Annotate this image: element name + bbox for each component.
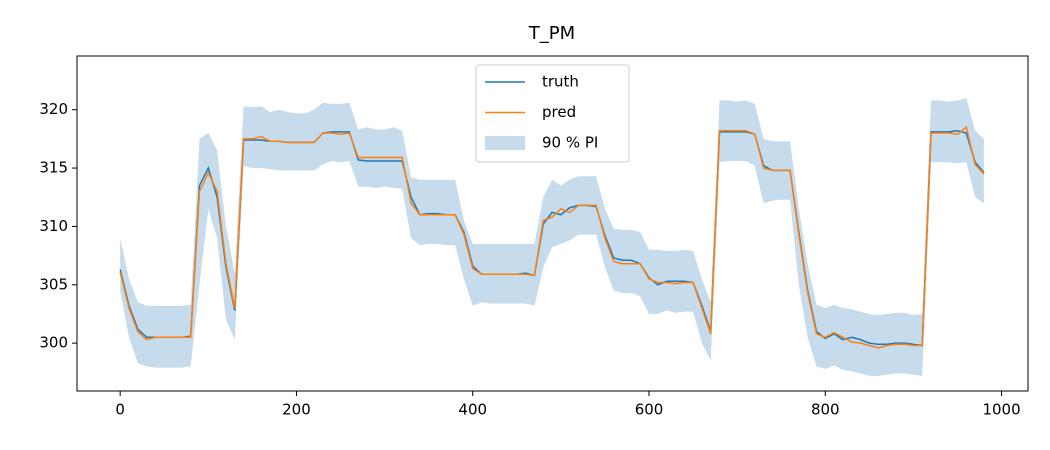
series-line (119, 129, 985, 347)
axes-frame (76, 55, 1029, 392)
y-tick-label: 310 (39, 217, 68, 235)
legend-label: truth (542, 73, 579, 91)
chart-title: T_PM (528, 23, 575, 44)
y-tick-label: 320 (39, 100, 68, 118)
plot-area (119, 98, 985, 376)
y-tick-label: 315 (39, 159, 68, 177)
series-line (119, 125, 985, 349)
y-tick-label: 300 (39, 334, 68, 352)
x-tick-label: 800 (811, 401, 840, 419)
legend-swatch (485, 136, 525, 150)
x-tick-label: 200 (282, 401, 311, 419)
x-tick-label: 400 (458, 401, 487, 419)
y-tick-label: 305 (39, 275, 68, 293)
legend-label: pred (542, 103, 576, 121)
x-tick-label: 0 (115, 401, 125, 419)
x-tick-label: 1000 (982, 401, 1020, 419)
x-tick-label: 600 (635, 401, 664, 419)
legend-label: 90 % PI (542, 134, 598, 152)
